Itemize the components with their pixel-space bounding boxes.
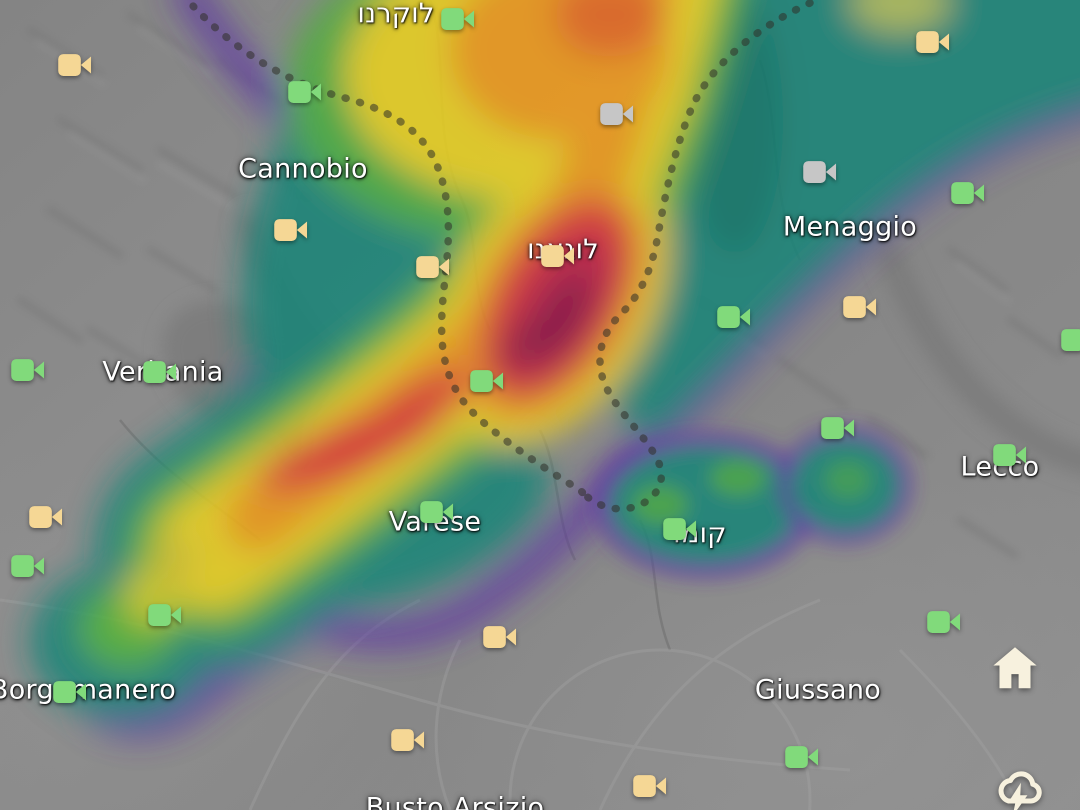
home-icon (993, 647, 1037, 689)
webcam-marker-yellow-7[interactable] (274, 217, 309, 244)
webcam-marker-green-22[interactable] (148, 602, 183, 629)
border-east (581, 0, 814, 513)
border-west (182, 0, 589, 499)
webcam-marker-gray-5[interactable] (803, 159, 838, 186)
webcam-icon (1061, 329, 1080, 351)
webcam-marker-green-16[interactable] (821, 415, 856, 442)
webcam-marker-green-2[interactable] (288, 79, 323, 106)
webcam-icon (633, 775, 667, 797)
home-button[interactable] (988, 641, 1042, 695)
webcam-marker-green-25[interactable] (53, 679, 88, 706)
webcam-marker-gray-4[interactable] (600, 101, 635, 128)
webcam-icon (483, 626, 517, 648)
webcam-marker-green-15[interactable] (470, 368, 505, 395)
city-label-busto-arsizio: Busto Arsizio (365, 792, 545, 810)
webcam-marker-green-21[interactable] (11, 553, 46, 580)
webcam-icon (541, 245, 575, 267)
webcam-marker-yellow-9[interactable] (541, 243, 576, 270)
webcam-icon (951, 182, 985, 204)
webcam-marker-green-13[interactable] (11, 357, 46, 384)
webcam-icon (29, 506, 63, 528)
webcam-marker-green-24[interactable] (927, 609, 962, 636)
webcam-icon (143, 361, 177, 383)
webcam-icon (53, 681, 87, 703)
webcam-icon (663, 518, 697, 540)
webcam-marker-green-6[interactable] (951, 180, 986, 207)
webcam-icon (391, 729, 425, 751)
city-label-menaggio: Menaggio (782, 211, 918, 243)
webcam-icon (441, 8, 475, 30)
webcam-icon (148, 604, 182, 626)
webcam-icon (416, 256, 450, 278)
webcam-marker-green-20[interactable] (663, 516, 698, 543)
webcam-icon (821, 417, 855, 439)
webcam-icon (288, 81, 322, 103)
webcam-icon (11, 359, 45, 381)
webcam-marker-yellow-18[interactable] (29, 504, 64, 531)
webcam-icon (470, 370, 504, 392)
webcam-marker-yellow-26[interactable] (391, 727, 426, 754)
webcam-marker-green-27[interactable] (785, 744, 820, 771)
webcam-marker-green-1[interactable] (441, 6, 476, 33)
webcam-marker-yellow-3[interactable] (916, 29, 951, 56)
webcam-icon (803, 161, 837, 183)
webcam-icon (927, 611, 961, 633)
webcam-icon (420, 501, 454, 523)
city-label-locarno: לוקרנו (357, 0, 435, 30)
storm-icon (998, 771, 1042, 810)
webcam-icon (600, 103, 634, 125)
webcam-icon (11, 555, 45, 577)
webcam-icon (274, 219, 308, 241)
webcam-icon (993, 444, 1027, 466)
storm-button[interactable] (988, 758, 1048, 810)
webcam-icon (785, 746, 819, 768)
city-label-borgomanero: Borgomanero (0, 674, 177, 706)
webcam-marker-yellow-0[interactable] (58, 52, 93, 79)
city-label-giussano: Giussano (754, 674, 882, 706)
webcam-marker-yellow-8[interactable] (416, 254, 451, 281)
webcam-marker-yellow-23[interactable] (483, 624, 518, 651)
webcam-marker-green-19[interactable] (420, 499, 455, 526)
webcam-marker-green-12[interactable] (1061, 327, 1080, 354)
webcam-marker-yellow-28[interactable] (633, 773, 668, 800)
webcam-marker-green-14[interactable] (143, 359, 178, 386)
webcam-marker-green-17[interactable] (993, 442, 1028, 469)
webcam-icon (843, 296, 877, 318)
webcam-icon (58, 54, 92, 76)
webcam-icon (916, 31, 950, 53)
city-label-cannobio: Cannobio (238, 153, 368, 185)
webcam-marker-green-10[interactable] (717, 304, 752, 331)
webcam-icon (717, 306, 751, 328)
webcam-marker-yellow-11[interactable] (843, 294, 878, 321)
